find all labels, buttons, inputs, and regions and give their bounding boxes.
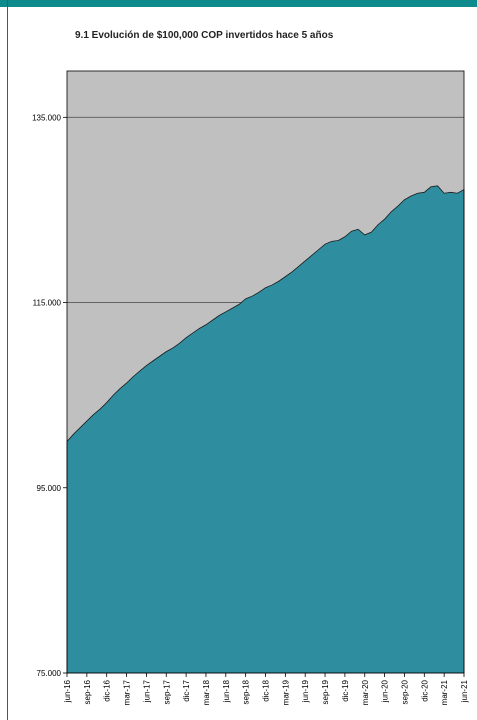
data-point (371, 232, 372, 233)
x-tick-label: jun-21 (460, 679, 469, 703)
data-point (285, 276, 286, 277)
data-point (258, 292, 259, 293)
x-tick-label: dic-17 (182, 679, 191, 701)
data-point (351, 231, 352, 232)
data-point (457, 193, 458, 194)
data-point (404, 199, 405, 200)
data-point (139, 370, 140, 371)
data-point (172, 347, 173, 348)
data-point (245, 298, 246, 299)
chart-title: 9.1 Evolución de $100,000 COP invertidos… (75, 30, 334, 41)
data-point (437, 185, 438, 186)
x-tick-label: jun-18 (222, 679, 231, 703)
data-point (99, 408, 100, 409)
data-point (192, 333, 193, 334)
data-point (252, 295, 253, 296)
x-tick-label: mar-19 (281, 679, 290, 705)
data-point (311, 255, 312, 256)
data-point (133, 376, 134, 377)
data-point (238, 304, 239, 305)
data-point (397, 206, 398, 207)
data-point (93, 414, 94, 415)
x-tick-label: jun-19 (301, 679, 310, 703)
data-point (179, 343, 180, 344)
x-tick-label: dic-16 (103, 679, 112, 701)
x-tick-label: sep-17 (162, 679, 171, 704)
data-point (199, 328, 200, 329)
y-tick-label: 95.000 (37, 484, 62, 493)
x-axis-ticks: jun-16 sep-16 dic-16 mar-17 jun-17 sep-17 dic-… (63, 673, 469, 705)
data-point (126, 383, 127, 384)
x-tick-label: mar-20 (361, 679, 370, 705)
data-point (152, 360, 153, 361)
data-point (291, 271, 292, 272)
y-tick-label: 75.000 (37, 669, 62, 678)
data-point (298, 266, 299, 267)
data-point (80, 427, 81, 428)
data-point (219, 315, 220, 316)
data-point (278, 281, 279, 282)
data-point (73, 433, 74, 434)
data-point (305, 260, 306, 261)
x-tick-label: jun-17 (142, 679, 151, 703)
x-tick-label: dic-20 (420, 679, 429, 701)
data-point (119, 388, 120, 389)
plot-area-border (66, 70, 465, 674)
top-accent-bar (0, 0, 477, 7)
x-tick-label: mar-21 (440, 679, 449, 705)
y-tick-label: 135.000 (32, 113, 61, 122)
data-point (324, 244, 325, 245)
x-tick-label: dic-18 (262, 679, 271, 701)
data-point (384, 219, 385, 220)
data-point (186, 337, 187, 338)
x-tick-label: jun-16 (63, 679, 72, 703)
series-area (66, 185, 465, 674)
data-point (450, 192, 451, 193)
data-point (358, 229, 359, 230)
data-point (430, 186, 431, 187)
data-point (166, 351, 167, 352)
data-point (391, 211, 392, 212)
y-axis-ticks: 75.000 95.000 115.000 135.000 (32, 113, 67, 678)
data-point (205, 324, 206, 325)
data-point (344, 236, 345, 237)
x-tick-label: sep-18 (242, 679, 251, 704)
data-point (86, 420, 87, 421)
y-tick-label: 115.000 (33, 299, 62, 308)
data-point (417, 193, 418, 194)
data-point (265, 287, 266, 288)
x-tick-label: sep-19 (321, 679, 330, 704)
data-point (424, 192, 425, 193)
data-point (159, 356, 160, 357)
x-tick-label: dic-19 (341, 679, 350, 701)
x-tick-label: jun-20 (381, 679, 390, 703)
data-point (364, 234, 365, 235)
data-point (225, 311, 226, 312)
data-point (377, 224, 378, 225)
x-tick-label: sep-16 (83, 679, 92, 704)
x-tick-label: mar-17 (123, 679, 132, 705)
data-point (318, 249, 319, 250)
data-point (232, 307, 233, 308)
x-tick-label: mar-18 (202, 679, 211, 705)
x-tick-label: sep-20 (400, 679, 409, 704)
data-point (146, 365, 147, 366)
data-point (410, 195, 411, 196)
data-point (113, 395, 114, 396)
data-point (212, 320, 213, 321)
data-point (272, 284, 273, 285)
data-point (331, 241, 332, 242)
data-point (444, 193, 445, 194)
left-border-line (7, 0, 8, 720)
data-point (106, 402, 107, 403)
data-point (338, 240, 339, 241)
